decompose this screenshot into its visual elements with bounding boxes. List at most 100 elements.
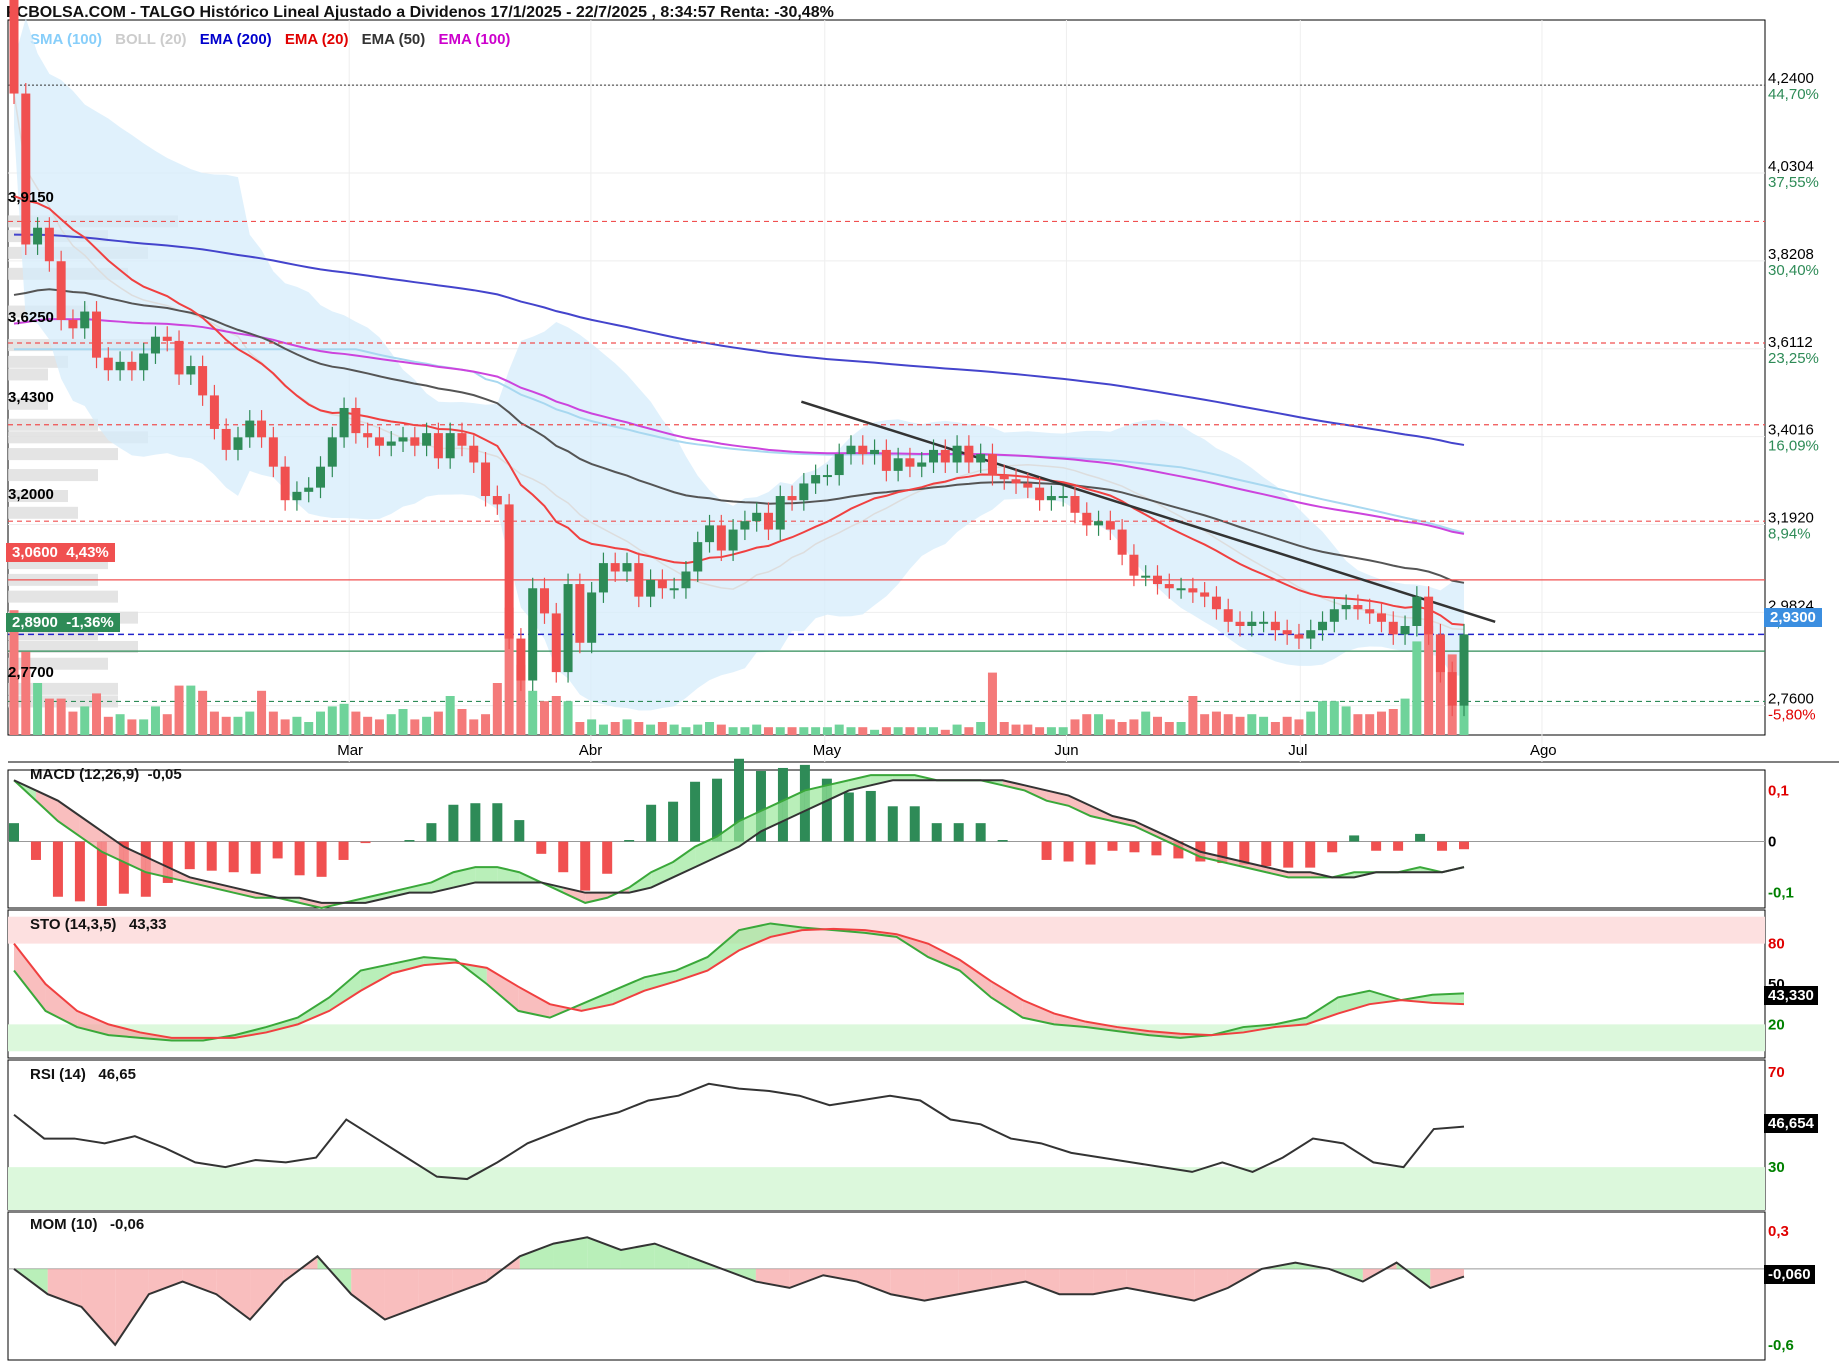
volume-bar — [174, 685, 184, 735]
candle — [940, 449, 950, 463]
volume-bar — [587, 719, 597, 735]
volume-bar — [1282, 716, 1292, 735]
legend-ema50[interactable]: EMA (50) — [361, 31, 426, 48]
volume-bar — [115, 714, 125, 735]
macd-fill — [211, 882, 234, 893]
candle — [1011, 479, 1021, 484]
macd-histogram-bar — [426, 823, 437, 842]
macd-histogram-bar — [338, 841, 349, 860]
volume-bar — [1270, 722, 1280, 735]
macd-histogram-bar — [1349, 835, 1360, 842]
sma100-line — [14, 348, 1465, 534]
volume-bar — [68, 711, 78, 735]
volume-bar — [186, 685, 196, 735]
candle — [174, 340, 184, 375]
macd-histogram-bar — [1129, 841, 1140, 853]
candle — [1447, 672, 1457, 706]
volume-profile-bar — [8, 397, 48, 410]
volume-bar — [209, 711, 219, 735]
volume-bar — [56, 698, 66, 735]
sto-fill — [612, 977, 645, 1005]
mom-fill — [654, 1243, 689, 1269]
macd-histogram-bar — [602, 841, 613, 874]
macd-fill — [431, 872, 454, 893]
sto-fill — [991, 981, 1023, 1018]
legend-ema200[interactable]: EMA (200) — [199, 31, 272, 48]
mom-fill — [620, 1243, 655, 1269]
macd-histogram-bar — [1459, 841, 1469, 850]
sto-fill — [329, 970, 361, 1011]
legend-boll20[interactable]: BOLL (20) — [115, 31, 187, 48]
macd-histogram-bar — [1393, 841, 1404, 851]
candle — [1341, 605, 1351, 610]
candle — [1058, 496, 1068, 499]
mom-fill — [351, 1268, 385, 1320]
macd-histogram-bar — [448, 804, 459, 842]
candle — [799, 483, 809, 501]
volume-bar — [775, 727, 785, 735]
sto-fill — [77, 1010, 109, 1036]
volume-bar — [1046, 727, 1056, 735]
candle — [33, 227, 43, 245]
candle — [1094, 521, 1104, 526]
mom-fill — [250, 1268, 284, 1320]
month-label-jul: Jul — [1288, 742, 1307, 759]
macd-fill — [79, 816, 102, 852]
volume-bar — [598, 724, 608, 735]
volume-bar — [940, 729, 950, 735]
sto-fill — [1306, 997, 1338, 1025]
sto-last-badge: 43,330 — [1764, 986, 1818, 1005]
rsi-tick: 70 — [1768, 1064, 1785, 1081]
candle — [551, 613, 561, 673]
macd-fill — [1178, 841, 1201, 857]
y-tick-pct: 44,70% — [1768, 86, 1819, 103]
candle — [1259, 621, 1269, 624]
mom-fill — [857, 1268, 891, 1295]
candle — [846, 445, 856, 455]
volume-bar — [952, 724, 962, 735]
indicator-legend: SMA (100) BOLL (20) EMA (200) EMA (20) E… — [30, 31, 519, 48]
legend-sma100[interactable]: SMA (100) — [30, 31, 102, 48]
macd-histogram-bar — [953, 823, 964, 842]
sto-d-line — [13, 927, 1465, 1039]
y-tick-price: 4,2400 — [1768, 70, 1814, 87]
candle — [150, 336, 160, 354]
rsi-tick: 30 — [1768, 1159, 1785, 1176]
candle — [1176, 588, 1186, 591]
macd-fill — [145, 856, 168, 878]
volume-bar — [1164, 722, 1174, 735]
sto-fill — [14, 943, 46, 1011]
candle — [999, 475, 1009, 480]
volume-bar — [1023, 724, 1033, 735]
volume-bar — [1082, 714, 1092, 735]
legend-ema20[interactable]: EMA (20) — [284, 31, 349, 48]
volume-bar — [162, 714, 172, 735]
macd-fill — [1112, 816, 1135, 827]
macd-histogram-bar — [646, 804, 657, 842]
volume-bar — [1223, 714, 1233, 735]
macd-fill — [365, 892, 388, 903]
candle — [363, 433, 373, 438]
mom-fill — [1160, 1268, 1195, 1301]
volume-bar — [339, 703, 349, 735]
sto-fill — [392, 957, 424, 974]
candle — [433, 433, 443, 459]
candle — [516, 638, 526, 681]
candle — [44, 227, 54, 262]
candle — [1247, 621, 1257, 626]
volume-bar — [233, 716, 243, 735]
sto-fill — [108, 1024, 141, 1038]
candle — [1353, 605, 1363, 610]
candle — [681, 571, 691, 589]
macd-fill — [870, 775, 893, 786]
y-tick-price: 3,1920 — [1768, 510, 1814, 527]
legend-ema100[interactable]: EMA (100) — [438, 31, 511, 48]
volume-bar — [1235, 716, 1245, 735]
macd-signal-line — [13, 779, 1465, 904]
candle — [492, 496, 502, 505]
candle — [1388, 621, 1398, 635]
macd-histogram-bar — [975, 823, 986, 842]
candle — [445, 433, 455, 459]
volume-bar — [1365, 714, 1375, 735]
